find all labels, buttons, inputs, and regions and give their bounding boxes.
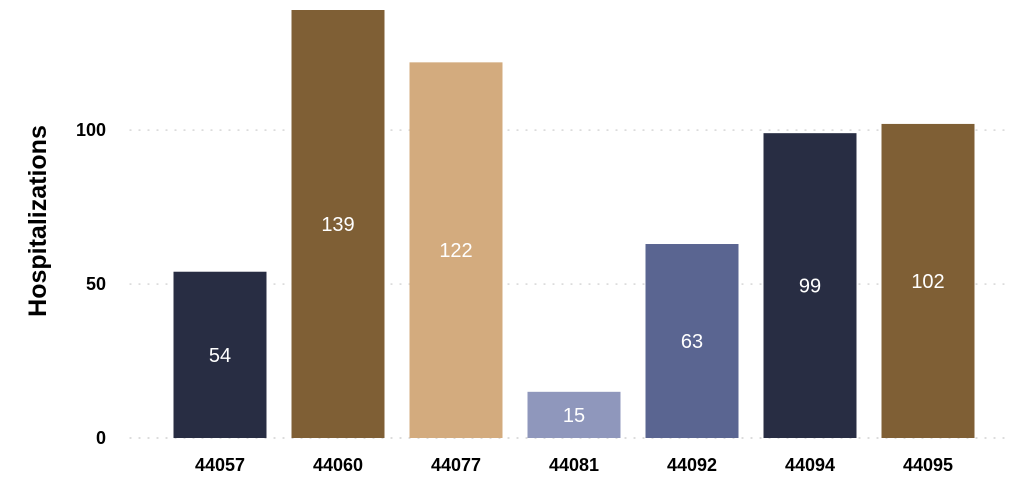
bar-44094 <box>763 133 857 438</box>
bar-value-label: 102 <box>911 271 944 293</box>
bar-value-label: 15 <box>563 405 585 427</box>
bars <box>173 10 975 439</box>
bar-value-label: 54 <box>209 345 231 367</box>
y-tick-label: 50 <box>86 274 106 294</box>
bar-value-label: 122 <box>439 240 472 262</box>
bar-44057 <box>173 271 267 438</box>
bar-44077 <box>409 62 503 438</box>
x-tick-label: 44092 <box>667 455 717 475</box>
bar-44081 <box>527 391 621 438</box>
bar-44092 <box>645 244 739 438</box>
x-tick-label: 44081 <box>549 455 599 475</box>
x-axis-ticks: 44057 44060 44077 44081 44092 44094 44095 <box>195 455 953 475</box>
y-tick-label: 0 <box>96 428 106 448</box>
x-tick-label: 44077 <box>431 455 481 475</box>
bar-44095 <box>881 123 975 439</box>
y-axis-ticks: 0 50 100 <box>76 120 106 448</box>
y-tick-label: 100 <box>76 120 106 140</box>
y-axis-label: Hospitalizations <box>24 125 52 317</box>
bar-44060 <box>291 10 385 438</box>
x-tick-label: 44094 <box>785 455 835 475</box>
x-tick-label: 44095 <box>903 455 953 475</box>
bar-value-labels: 54 139 122 15 63 99 102 <box>209 214 945 427</box>
bar-value-label: 99 <box>799 276 821 298</box>
x-tick-label: 44057 <box>195 455 245 475</box>
bar-value-label: 63 <box>681 331 703 353</box>
bar-value-label: 139 <box>321 214 354 236</box>
x-tick-label: 44060 <box>313 455 363 475</box>
